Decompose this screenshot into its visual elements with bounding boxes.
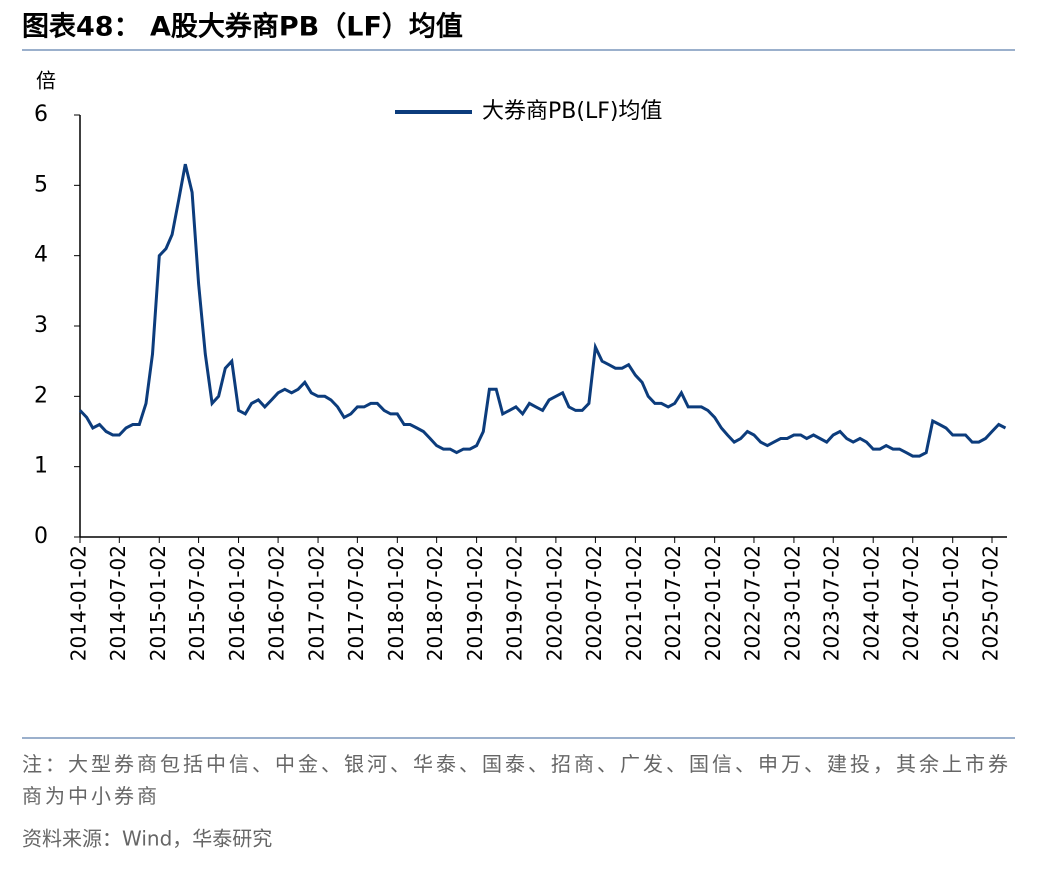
- x-tick-label: 2017-01-02: [305, 545, 329, 661]
- x-tick-label: 2025-07-02: [979, 545, 1003, 661]
- x-tick-label: 2021-01-02: [622, 545, 646, 661]
- x-tick-label: 2020-01-02: [542, 545, 566, 661]
- x-tick-label: 2017-07-02: [344, 545, 368, 661]
- x-tick-label: 2014-01-02: [67, 545, 91, 661]
- x-tick-label: 2023-07-02: [820, 545, 844, 661]
- x-tick-label: 2015-07-02: [185, 545, 209, 661]
- series-line: [78, 163, 1007, 458]
- x-tick-label: 2024-01-02: [860, 545, 884, 661]
- x-tick-label: 2019-07-02: [502, 545, 526, 661]
- y-tick-label: 5: [34, 172, 48, 197]
- x-tick-label: 2022-01-02: [701, 545, 725, 661]
- x-tick-label: 2016-07-02: [265, 545, 289, 661]
- y-tick-label: 3: [34, 313, 48, 338]
- x-tick-label: 2021-07-02: [661, 545, 685, 661]
- note: 注：大型券商包括中信、中金、银河、华泰、国泰、招商、广发、国信、申万、建投，其余…: [22, 752, 1011, 808]
- note-box: 注：大型券商包括中信、中金、银河、华泰、国泰、招商、广发、国信、申万、建投，其余…: [22, 752, 1011, 808]
- x-tick-label: 2024-07-02: [899, 545, 923, 661]
- chart-title: 图表48： A股大券商PB（LF）均值: [22, 11, 463, 43]
- y-tick-label: 6: [34, 102, 48, 127]
- source: 资料来源：Wind，华泰研究: [22, 827, 272, 851]
- x-tick-label: 2022-07-02: [740, 545, 764, 661]
- x-tick-label: 2023-01-02: [780, 545, 804, 661]
- x-tick-label: 2016-01-02: [225, 545, 249, 661]
- y-tick-label: 2: [34, 383, 48, 408]
- y-tick-label: 1: [34, 454, 48, 479]
- y-unit: 倍: [36, 69, 56, 93]
- legend-label: 大券商PB(LF)均值: [482, 99, 662, 124]
- x-tick-label: 2019-01-02: [463, 545, 487, 661]
- x-tick-label: 2018-01-02: [384, 545, 408, 661]
- x-tick-label: 2020-07-02: [582, 545, 606, 661]
- x-tick-label: 2025-01-02: [939, 545, 963, 661]
- y-tick-label: 0: [34, 524, 48, 549]
- y-tick-label: 4: [34, 243, 48, 268]
- x-tick-label: 2018-07-02: [423, 545, 447, 661]
- x-tick-label: 2015-01-02: [146, 545, 170, 661]
- x-tick-label: 2014-07-02: [106, 545, 130, 661]
